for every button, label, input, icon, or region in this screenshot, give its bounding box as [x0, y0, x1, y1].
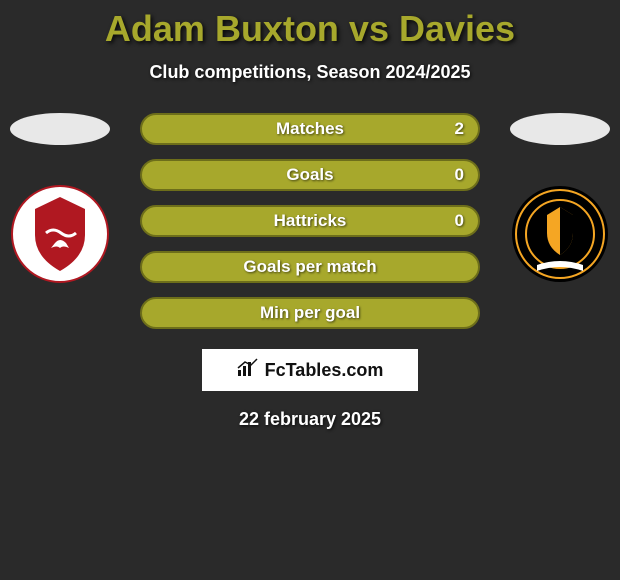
stat-label: Min per goal — [260, 303, 360, 323]
stat-label: Goals — [286, 165, 333, 185]
brand-footer: FcTables.com — [202, 349, 418, 391]
brand-text: FcTables.com — [265, 360, 384, 381]
left-column — [0, 113, 120, 283]
stat-bar: Goals 0 — [140, 159, 480, 191]
stat-label: Goals per match — [243, 257, 376, 277]
left-club-badge — [11, 185, 109, 283]
main-area: Matches 2 Goals 0 Hattricks 0 Goals per match M… — [0, 113, 620, 329]
stat-value-right: 0 — [455, 211, 464, 231]
newport-badge-icon — [511, 185, 609, 283]
stat-bar: Goals per match — [140, 251, 480, 283]
stat-bar: Min per goal — [140, 297, 480, 329]
vs-text: vs — [339, 8, 399, 49]
page-title: Adam Buxton vs Davies — [0, 0, 620, 50]
morecambe-badge-icon — [11, 185, 109, 283]
left-country-oval — [10, 113, 110, 145]
right-club-badge — [511, 185, 609, 283]
stats-bars: Matches 2 Goals 0 Hattricks 0 Goals per match M… — [140, 113, 480, 329]
stat-label: Hattricks — [274, 211, 347, 231]
subtitle: Club competitions, Season 2024/2025 — [0, 62, 620, 83]
right-country-oval — [510, 113, 610, 145]
right-column — [500, 113, 620, 283]
stat-bar: Matches 2 — [140, 113, 480, 145]
stat-label: Matches — [276, 119, 344, 139]
player2-name: Davies — [399, 8, 515, 49]
stat-value-right: 2 — [455, 119, 464, 139]
chart-icon — [237, 358, 259, 383]
date-text: 22 february 2025 — [0, 409, 620, 430]
comparison-card: Adam Buxton vs Davies Club competitions,… — [0, 0, 620, 430]
player1-name: Adam Buxton — [105, 8, 339, 49]
stat-value-right: 0 — [455, 165, 464, 185]
stat-bar: Hattricks 0 — [140, 205, 480, 237]
